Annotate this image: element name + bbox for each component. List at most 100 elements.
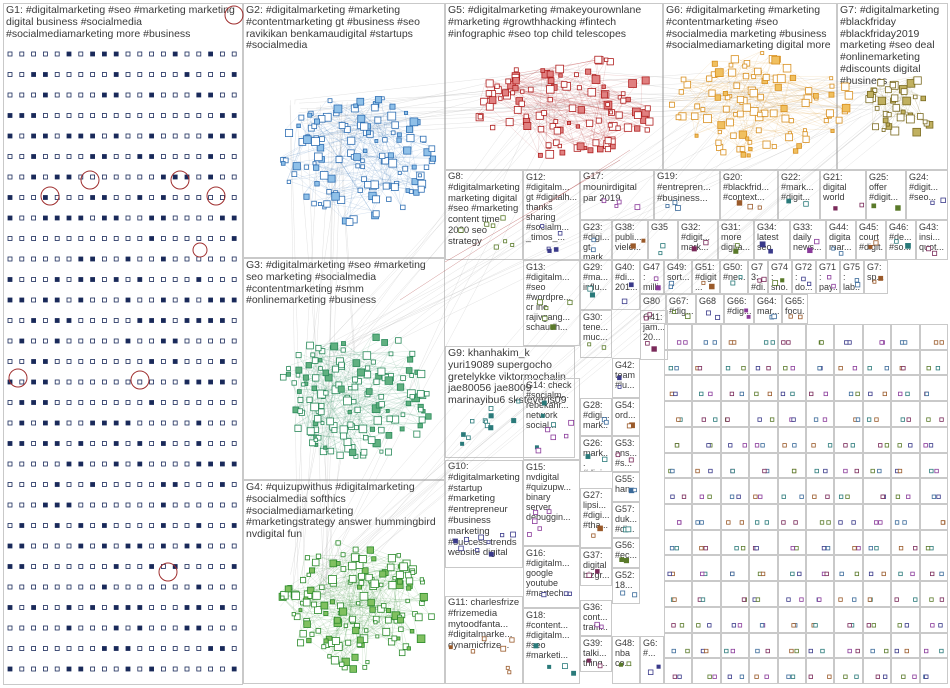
graph-node <box>808 674 813 679</box>
graph-edge <box>694 74 752 105</box>
graph-node <box>884 648 889 654</box>
graph-node <box>328 575 337 584</box>
graph-node <box>768 248 773 254</box>
group-label: G23: #digi... gt mark... <box>583 222 610 260</box>
graph-node <box>196 133 202 139</box>
graph-node <box>286 366 291 371</box>
graph-edge <box>548 77 606 147</box>
graph-node <box>149 502 155 508</box>
graph-node <box>813 92 819 99</box>
graph-node <box>102 195 107 200</box>
graph-node <box>825 546 831 551</box>
graph-node <box>396 578 403 585</box>
graph-edge <box>325 101 343 583</box>
graph-edge <box>339 136 355 368</box>
graph-node <box>43 523 48 528</box>
graph-node <box>351 653 359 661</box>
graph-node <box>392 576 397 581</box>
graph-node <box>614 204 619 208</box>
graph-edge <box>321 576 394 645</box>
graph-node <box>727 674 733 679</box>
graph-edge <box>317 144 392 184</box>
group-box-small <box>749 478 778 504</box>
graph-node <box>219 277 225 282</box>
graph-node <box>523 122 532 131</box>
group-box-small <box>891 632 920 659</box>
graph-node <box>881 571 886 577</box>
graph-node <box>90 277 95 282</box>
graph-node <box>673 391 678 397</box>
graph-node <box>453 538 458 544</box>
graph-node <box>345 639 352 646</box>
group-box-small <box>806 632 835 659</box>
group-label: G11: charlesfrize #frizemedia mytoodfant… <box>448 597 520 652</box>
graph-node <box>780 391 786 397</box>
graph-node <box>54 420 60 426</box>
graph-node <box>932 250 938 256</box>
group-box-g22: G22: #mark... #digit... <box>778 170 820 220</box>
graph-node <box>149 236 155 241</box>
graph-node <box>31 236 37 241</box>
graph-node <box>125 236 131 241</box>
graph-node <box>586 658 591 663</box>
graph-node <box>231 318 237 323</box>
graph-node <box>746 153 751 158</box>
graph-node <box>196 625 202 631</box>
graph-node <box>149 420 155 426</box>
graph-node <box>149 338 155 344</box>
graph-node <box>813 417 819 422</box>
graph-edge <box>318 115 359 189</box>
graph-node <box>149 297 155 303</box>
graph-node <box>90 215 95 221</box>
graph-node <box>894 239 899 244</box>
graph-edge <box>295 352 361 453</box>
graph-node <box>626 423 632 429</box>
graph-node <box>343 126 351 133</box>
graph-node <box>391 121 399 129</box>
graph-node <box>813 623 818 628</box>
graph-node <box>340 552 346 558</box>
graph-node <box>678 89 684 95</box>
graph-node <box>754 520 760 525</box>
graph-node <box>330 342 339 351</box>
graph-node <box>939 340 944 345</box>
graph-edge <box>747 109 827 141</box>
graph-node <box>819 520 825 525</box>
graph-node <box>7 195 13 200</box>
graph-node <box>913 597 918 602</box>
graph-node <box>149 256 155 262</box>
graph-node <box>520 89 525 94</box>
graph-node <box>820 648 825 654</box>
graph-node <box>160 215 166 221</box>
graph-edge <box>349 115 358 216</box>
group-box-small <box>720 555 750 582</box>
graph-edge <box>519 100 610 112</box>
graph-node <box>770 340 775 345</box>
graph-edge <box>281 161 343 219</box>
graph-edge <box>303 598 393 612</box>
graph-edge <box>601 91 606 138</box>
graph-node <box>149 359 155 364</box>
group-box-small <box>664 401 693 427</box>
graph-edge <box>306 341 415 371</box>
graph-node <box>926 246 932 252</box>
graph-node <box>219 400 225 405</box>
graph-node <box>939 417 944 422</box>
graph-node <box>208 277 214 282</box>
graph-node <box>369 606 376 613</box>
graph-node <box>137 441 143 446</box>
group-box-g23: G23: #digi... gt mark... <box>580 220 612 260</box>
graph-node <box>196 256 202 262</box>
graph-node <box>19 400 25 405</box>
graph-node <box>285 371 291 377</box>
graph-node <box>338 361 345 369</box>
graph-edge <box>312 88 877 363</box>
graph-node <box>54 359 60 364</box>
graph-node <box>378 401 385 408</box>
graph-edge <box>303 104 863 124</box>
graph-node <box>357 368 366 377</box>
graph-node <box>113 646 119 651</box>
graph-node <box>54 379 60 385</box>
graph-edge <box>510 90 606 138</box>
graph-node <box>125 441 131 446</box>
